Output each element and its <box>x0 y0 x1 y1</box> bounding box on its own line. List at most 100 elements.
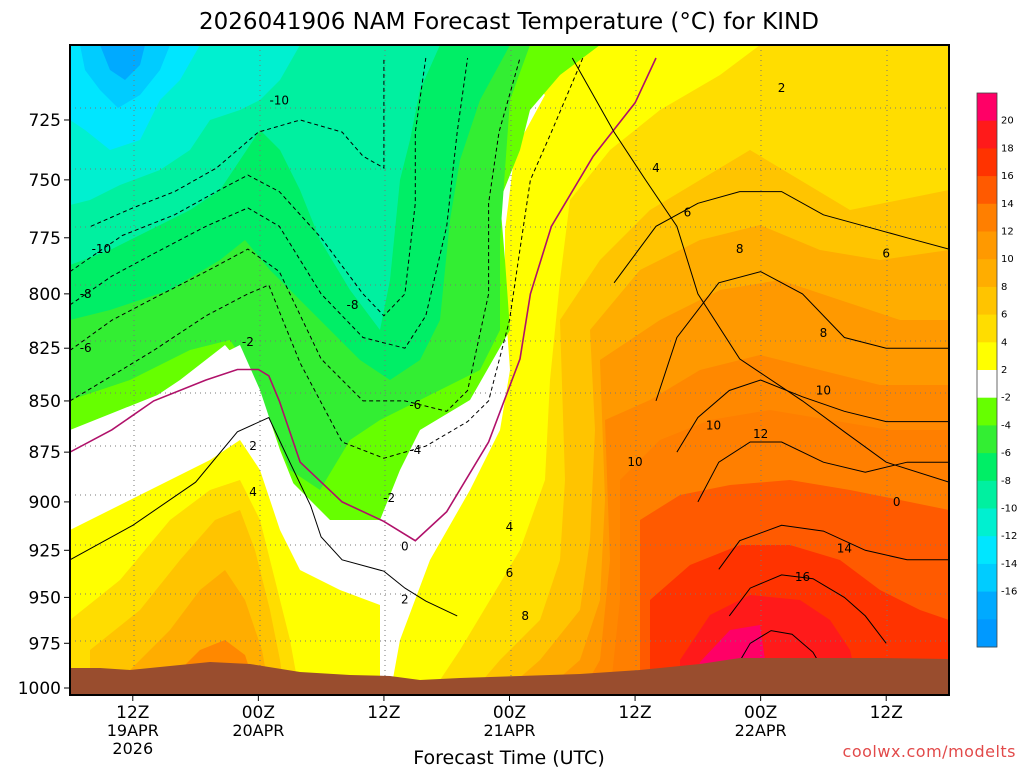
x-tick-label-0-2: 2026 <box>112 739 153 758</box>
contour-label-3: -8 <box>347 298 359 312</box>
contour-label-7: -4 <box>409 443 421 457</box>
x-tick-label-5-0: 00Z <box>744 703 777 723</box>
contour-label-11: 4 <box>249 485 257 499</box>
colorbar: 20 18 16 14 12 10 8 6 4 2 -2 -4 -6 -8 -10 -12 -14 -16 <box>976 92 1017 648</box>
contour-label-26: 8 <box>736 242 744 256</box>
colorbar-swatch-4 <box>977 203 997 232</box>
contour-label-8: -2 <box>383 491 395 505</box>
x-tick-label-3-0: 00Z <box>493 703 526 723</box>
y-tick-label-800: 800 <box>29 285 61 305</box>
x-tick-label-0-1: 19APR <box>107 721 159 740</box>
isotherm--2 <box>70 57 584 459</box>
colorbar-label-11: -4 <box>1001 420 1011 431</box>
colorbar-label-12: -6 <box>1001 448 1011 459</box>
colorbar-label-15: -12 <box>1001 531 1017 542</box>
contour-labels: -10 -10 -8 -8 -6 -2 -6 -4 -2 0 2 4 2 4 6 8 10 10 12 14 16 10 8… <box>80 81 901 623</box>
y-axis: 725 750 775 800 825 850 875 900 925 950 975 1000 <box>18 111 70 699</box>
y-tick-label-925: 925 <box>29 541 61 561</box>
contour-label-4: -6 <box>80 341 92 355</box>
x-axis-title: Forecast Time (UTC) <box>413 747 604 768</box>
contour-label-22: 8 <box>820 326 828 340</box>
contour-label-0: -10 <box>269 93 289 107</box>
isotherm--6 <box>70 57 469 349</box>
colorbar-swatch-5 <box>977 231 997 260</box>
colorbar-swatch-13 <box>977 453 997 482</box>
temperature-field <box>70 45 949 695</box>
contour-label-10: 2 <box>249 439 257 453</box>
isotherm-contours <box>70 57 949 671</box>
chart-title: 2026041906 NAM Forecast Temperature (°C)… <box>199 9 819 35</box>
credit-text: coolwx.com/modelts <box>843 742 1016 761</box>
contour-label-16: 10 <box>627 455 642 469</box>
colorbar-label-8: 4 <box>1001 337 1007 348</box>
colorbar-swatch-18 <box>977 591 997 620</box>
colorbar-label-3: 14 <box>1001 199 1014 210</box>
colorbar-swatch-17 <box>977 563 997 593</box>
colorbar-label-7: 6 <box>1001 310 1007 321</box>
isotherm-10 <box>676 379 949 453</box>
colorbar-label-0: 20 <box>1001 116 1014 127</box>
colorbar-swatch-12 <box>977 425 997 454</box>
colorbar-swatch-19 <box>977 619 997 648</box>
isotherm-8 <box>655 271 949 402</box>
x-tick-label-5-1: 22APR <box>735 721 787 740</box>
y-tick-label-950: 950 <box>29 588 61 608</box>
y-tick-label-975: 975 <box>29 634 61 654</box>
colorbar-label-1: 18 <box>1001 143 1014 154</box>
isotherm-12 <box>697 441 949 503</box>
y-tick-label-875: 875 <box>29 443 61 463</box>
terrain-ground <box>70 658 949 695</box>
contour-label-24: 6 <box>684 206 692 220</box>
contour-label-9: 0 <box>401 539 409 553</box>
contour-label-1: -10 <box>92 242 112 256</box>
colorbar-label-14: -10 <box>1001 504 1017 515</box>
contour-label-14: 6 <box>506 566 514 580</box>
colorbar-swatch-10 <box>977 370 997 399</box>
isotherm-2 <box>70 416 458 617</box>
colorbar-label-16: -14 <box>1001 559 1017 570</box>
contour-label-28: 0 <box>893 495 901 509</box>
y-tick-label-1000: 1000 <box>18 679 61 699</box>
y-tick-label-850: 850 <box>29 392 61 412</box>
colorbar-label-4: 12 <box>1001 227 1014 238</box>
contour-label-27: 2 <box>778 81 786 95</box>
colorbar-swatch-2 <box>977 148 997 177</box>
colorbar-frame <box>976 92 998 648</box>
colorbar-swatch-1 <box>977 120 997 149</box>
colorbar-swatch-16 <box>977 536 997 565</box>
colorbar-swatch-14 <box>977 480 997 509</box>
contour-label-21: 10 <box>816 384 831 398</box>
isotherm--8 <box>70 57 427 317</box>
x-tick-label-1-0: 00Z <box>242 703 275 723</box>
contour-label-5: -2 <box>242 335 254 349</box>
colorbar-label-17: -16 <box>1001 587 1017 598</box>
isotherm--4 <box>70 57 521 412</box>
y-tick-label-750: 750 <box>29 171 61 191</box>
colorbar-label-2: 16 <box>1001 171 1014 182</box>
contour-label-20: 16 <box>795 570 810 584</box>
x-tick-label-2-0: 12Z <box>367 703 400 723</box>
isotherm-4 <box>571 57 949 483</box>
x-tick-label-4-0: 12Z <box>618 703 651 723</box>
colorbar-label-6: 8 <box>1001 282 1007 293</box>
colorbar-swatch-7 <box>977 286 997 316</box>
contour-label-2: -8 <box>80 287 92 301</box>
colorbar-label-9: 2 <box>1001 365 1007 376</box>
isotherm-18 <box>739 630 824 671</box>
contour-label-6: -6 <box>409 398 421 412</box>
colorbar-label-13: -8 <box>1001 476 1011 487</box>
y-tick-label-725: 725 <box>29 111 61 131</box>
contour-label-25: 4 <box>652 161 660 175</box>
contour-label-19: 14 <box>837 541 852 555</box>
isotherm-16 <box>728 574 887 644</box>
colorbar-swatch-15 <box>977 508 997 537</box>
x-tick-label-3-1: 21APR <box>483 721 535 740</box>
colorbar-swatch-9 <box>977 342 997 371</box>
colorbar-swatch-8 <box>977 314 997 343</box>
colorbar-swatch-3 <box>977 176 997 205</box>
y-tick-label-900: 900 <box>29 493 61 513</box>
colorbar-swatch-6 <box>977 259 997 288</box>
x-tick-label-6-0: 12Z <box>870 703 903 723</box>
colorbar-swatch-0 <box>977 93 997 122</box>
